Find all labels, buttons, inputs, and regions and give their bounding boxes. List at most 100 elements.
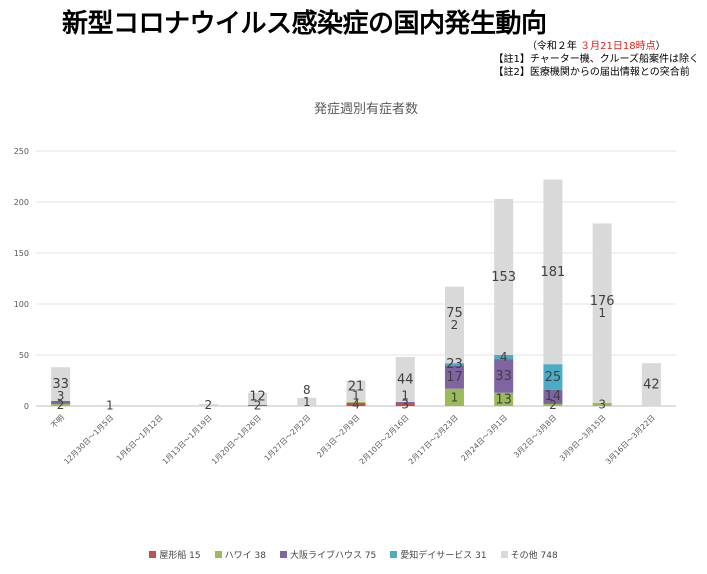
bar-segment (51, 367, 71, 401)
data-label: 23 (446, 357, 463, 372)
bar-segment (346, 401, 366, 403)
as-of-date: （令和２年 ３月21日18時点） (494, 40, 699, 53)
legend-swatch (390, 551, 398, 558)
x-tick-label: 2月10日～2月16日 (358, 413, 411, 466)
legend-label: ハワイ 38 (224, 551, 266, 561)
legend-swatch (149, 551, 157, 558)
x-tick-label: 12月30日～1月5日 (62, 413, 115, 466)
data-label: 21 (348, 379, 365, 394)
data-label: 3 (57, 389, 65, 403)
bar-segment (297, 397, 317, 406)
data-label: 75 (446, 306, 463, 321)
bar-segment (51, 403, 71, 406)
bar-segment (494, 359, 514, 393)
x-tick-label: 1月13日～1月19日 (161, 413, 214, 466)
bar-segment (592, 402, 612, 406)
bar-segment (395, 402, 415, 406)
data-label: 4 (352, 397, 360, 411)
data-label: 12 (249, 389, 266, 404)
bar-segment (494, 392, 514, 406)
bar-segment (444, 286, 464, 364)
date-open: （令和２年 (526, 41, 581, 52)
bar-segment (51, 400, 71, 404)
page-title: 新型コロナウイルス感染症の国内発生動向 (62, 9, 547, 39)
bar-segment (494, 355, 514, 360)
bar-segment (248, 404, 268, 406)
data-label: 181 (541, 265, 566, 280)
data-label: 2 (549, 398, 557, 412)
data-label: 4 (500, 350, 508, 364)
legend-label: 大阪ライブハウス 75 (289, 551, 377, 561)
y-tick-label: 200 (14, 198, 29, 207)
legend-item: 愛知デイサービス 31 (390, 548, 487, 561)
y-tick-label: 0 (24, 402, 29, 411)
x-tick-label: 1月20日～1月26日 (210, 413, 263, 466)
legend-swatch (500, 551, 508, 558)
x-tick-label: 不明 (49, 413, 66, 430)
bar-segment (543, 389, 563, 404)
data-label: 44 (397, 372, 414, 387)
data-label: 1 (106, 398, 114, 412)
bar-segment (100, 404, 120, 406)
data-label: 153 (491, 270, 516, 285)
data-label: 1 (598, 306, 606, 320)
bar-segment (444, 363, 464, 366)
bar-segment (346, 380, 366, 402)
bar-segment (494, 198, 514, 355)
x-tick-label: 2月24日～3月1日 (459, 413, 509, 463)
note-1: 【註1】チャーター機、クルーズ船案件は除く (493, 54, 699, 65)
y-tick-label: 150 (14, 249, 29, 258)
data-label: 14 (545, 389, 562, 404)
y-tick-label: 100 (14, 300, 29, 309)
x-tick-label: 3月2日～3月8日 (512, 413, 558, 459)
x-tick-label: 2月3日～2月9日 (315, 413, 361, 459)
data-label: 42 (643, 378, 660, 393)
bar-segment (248, 392, 268, 405)
chart-legend: 屋形船 15 ハワイ 38 大阪ライブハウス 75 愛知デイサービス 31 その他 74… (0, 548, 707, 561)
legend-label: その他 748 (510, 551, 558, 561)
data-label: 2 (204, 398, 212, 412)
bar-segment (543, 179, 563, 365)
bar-segment (543, 364, 563, 390)
bar-segment (395, 357, 415, 402)
data-label: 1 (401, 388, 409, 402)
data-label: 25 (545, 370, 562, 385)
date-highlight: ３月21日18時点 (580, 41, 656, 52)
x-tick-label: 2月17日～2月23日 (407, 413, 460, 466)
bar-segment (592, 223, 612, 403)
data-label: 1 (303, 395, 311, 409)
stacked-bar-chart: 発症週別有症者数050100150200250不明233312月30日～1月5日… (14, 102, 676, 466)
data-label: 1 (451, 390, 459, 404)
data-label: 176 (590, 294, 615, 309)
bar-segment (641, 363, 661, 406)
data-label: 2 (57, 398, 65, 412)
y-tick-label: 50 (19, 351, 29, 360)
legend-item: ハワイ 38 (214, 548, 266, 561)
data-label: 33 (495, 369, 512, 384)
x-tick-label: 3月16日～3月22日 (604, 413, 657, 466)
data-label: 2 (254, 398, 262, 412)
data-label: 2 (451, 318, 459, 332)
bar-segment (444, 365, 464, 389)
bar-segment (444, 388, 464, 406)
data-label: 33 (52, 377, 69, 392)
data-label: 3 (598, 397, 606, 411)
y-tick-label: 250 (14, 147, 29, 156)
x-tick-label: 1月27日～2月2日 (262, 413, 312, 463)
data-label: 3 (401, 397, 409, 411)
note-2: 【註2】医療機関からの届出情報との突合前 (493, 67, 690, 78)
data-label: 13 (495, 392, 512, 407)
legend-item: その他 748 (500, 548, 558, 561)
header-notes: （令和２年 ３月21日18時点） 【註1】チャーター機、クルーズ船案件は除く 【… (494, 40, 699, 79)
bar-segment (395, 401, 415, 403)
legend-label: 愛知デイサービス 31 (400, 551, 487, 561)
data-label: 1 (352, 388, 360, 402)
bar-segment (198, 403, 218, 406)
x-tick-label: 1月6日～1月12日 (115, 413, 165, 463)
legend-swatch (214, 551, 222, 558)
bar-segment (543, 403, 563, 406)
legend-item: 屋形船 15 (149, 548, 201, 561)
chart-title: 発症週別有症者数 (314, 102, 418, 117)
legend-swatch (279, 551, 287, 558)
data-label: 17 (446, 370, 463, 385)
